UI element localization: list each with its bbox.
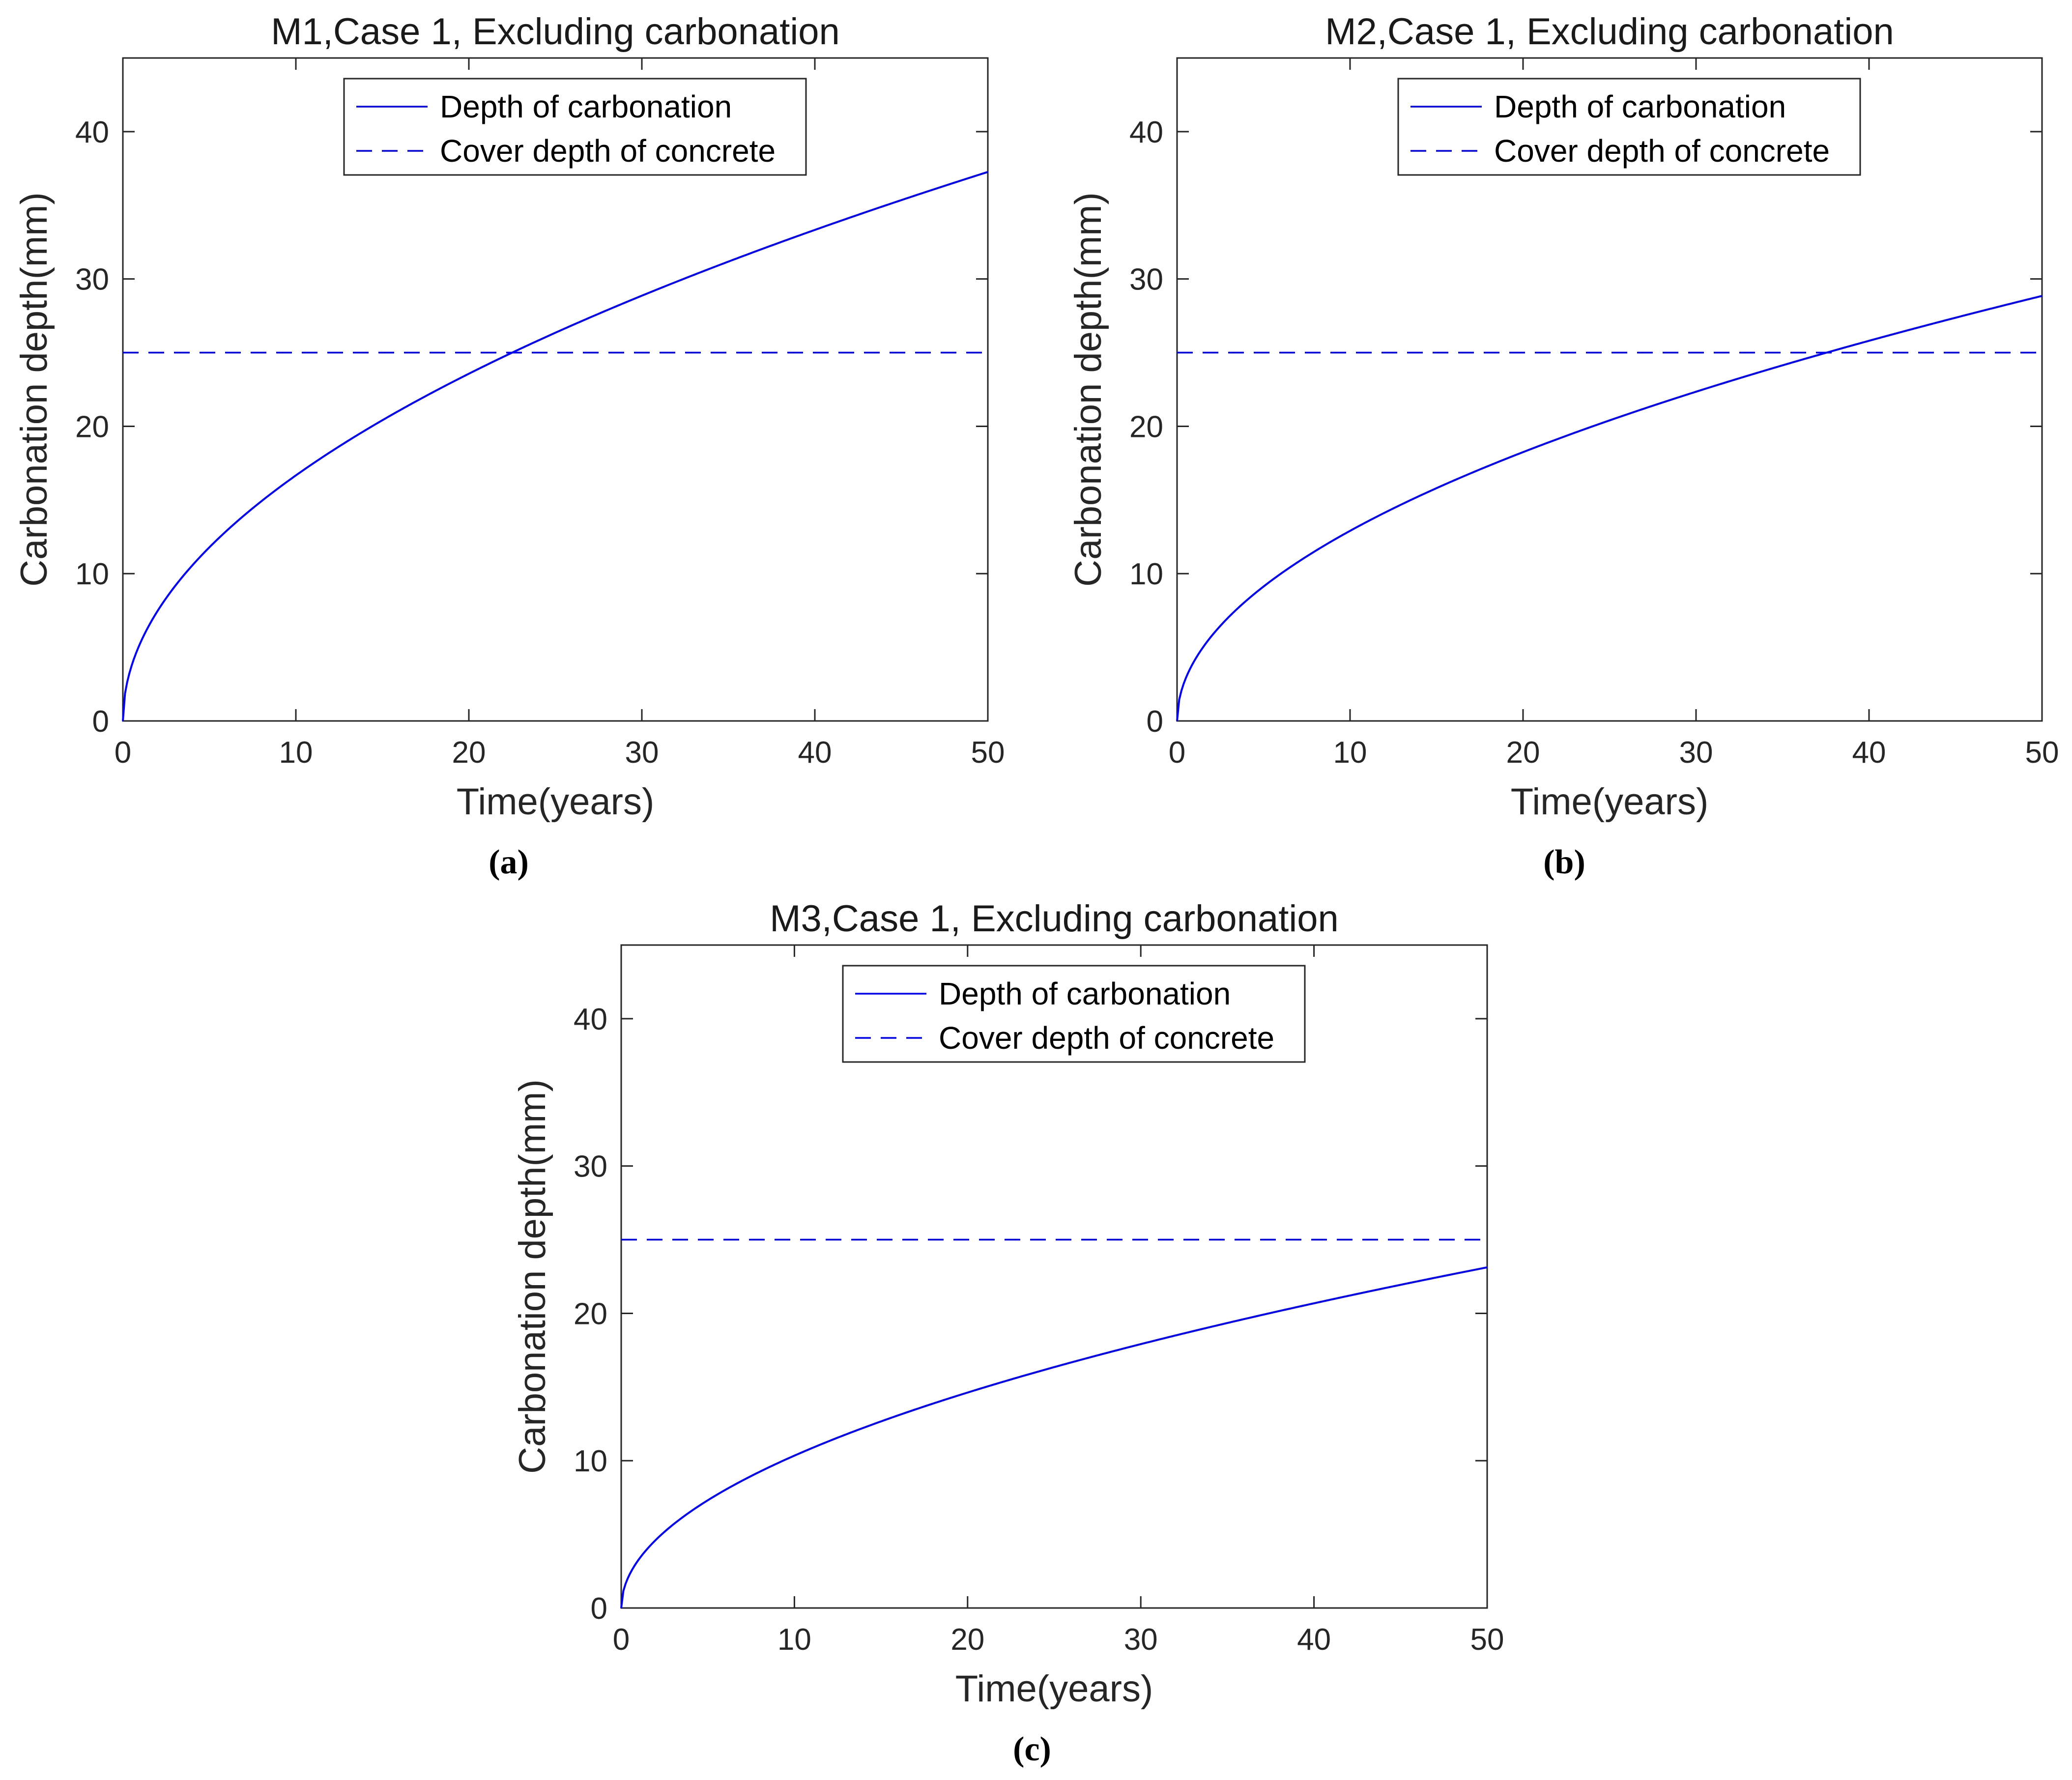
y-tick-label: 40 <box>75 115 109 149</box>
x-tick-label: 50 <box>971 736 1005 770</box>
legend: Depth of carbonation Cover depth of concr… <box>343 78 807 176</box>
x-tick-label: 40 <box>1852 736 1886 770</box>
y-tick-label: 30 <box>574 1150 607 1184</box>
y-tick-label: 10 <box>1129 557 1163 591</box>
legend-entry-label: Cover depth of concrete <box>440 133 776 169</box>
x-tick-label: 40 <box>798 736 832 770</box>
y-tick-label: 30 <box>75 263 109 297</box>
y-tick-label: 30 <box>1129 263 1163 297</box>
x-tick-label: 20 <box>1506 736 1540 770</box>
y-tick-label: 0 <box>1147 705 1163 739</box>
x-tick-label: 30 <box>1679 736 1713 770</box>
y-axis-label: Carbonation depth(mm) <box>13 192 55 587</box>
chart-panel-2: 0 10 20 30 40 50 0 10 20 30 40 M2,Case 1, Excluding… <box>1067 11 2059 881</box>
x-axis-label: Time(years) <box>457 781 655 823</box>
legend-entry-label: Depth of carbonation <box>939 976 1231 1011</box>
series-carbonation-line <box>122 171 988 721</box>
chart-panel-3: 0 10 20 30 40 50 0 10 20 30 40 M3,Case 1, Excluding… <box>512 898 1504 1768</box>
legend: Depth of carbonation Cover depth of concr… <box>1397 78 1861 176</box>
y-tick-label: 10 <box>574 1444 607 1478</box>
legend-entry-label: Cover depth of concrete <box>1494 133 1830 169</box>
chart-title: M3,Case 1, Excluding carbonation <box>770 898 1339 940</box>
panel-caption: (c) <box>1013 1730 1051 1768</box>
legend: Depth of carbonation Cover depth of concr… <box>842 965 1306 1063</box>
y-axis-label: Carbonation depth(mm) <box>512 1079 553 1474</box>
legend-box <box>842 965 1306 1063</box>
series-carbonation-line <box>620 1266 1488 1608</box>
x-tick-label: 30 <box>625 736 659 770</box>
y-tick-label: 10 <box>75 557 109 591</box>
y-tick-label: 20 <box>1129 410 1163 444</box>
y-tick-label: 0 <box>591 1592 607 1626</box>
y-tick-label: 40 <box>574 1003 607 1036</box>
y-tick-label: 40 <box>1129 115 1163 149</box>
legend-box <box>1397 78 1861 176</box>
y-tick-label: 20 <box>75 410 109 444</box>
x-tick-label: 10 <box>279 736 313 770</box>
x-axis-label: Time(years) <box>955 1668 1153 1710</box>
legend-entry-label: Depth of carbonation <box>440 89 732 124</box>
chart-title: M1,Case 1, Excluding carbonation <box>271 11 840 53</box>
x-tick-label: 50 <box>2025 736 2059 770</box>
x-tick-label: 40 <box>1297 1623 1331 1657</box>
legend-entry-label: Depth of carbonation <box>1494 89 1786 124</box>
x-tick-label: 50 <box>1470 1623 1504 1657</box>
x-tick-label: 30 <box>1124 1623 1158 1657</box>
x-tick-label: 20 <box>452 736 486 770</box>
x-tick-label: 10 <box>777 1623 811 1657</box>
chart-panel-1: 0 10 20 30 40 50 0 10 20 30 40 M1,Case 1, Excluding… <box>13 11 1005 881</box>
panel-caption: (b) <box>1543 843 1585 881</box>
y-tick-label: 20 <box>574 1297 607 1331</box>
legend-box <box>343 78 807 176</box>
x-tick-label: 0 <box>115 736 131 770</box>
panel-caption: (a) <box>489 843 529 881</box>
y-tick-label: 0 <box>92 705 109 739</box>
x-tick-label: 0 <box>613 1623 630 1657</box>
x-tick-label: 10 <box>1333 736 1367 770</box>
chart-title: M2,Case 1, Excluding carbonation <box>1325 11 1894 53</box>
x-tick-label: 20 <box>950 1623 984 1657</box>
series-carbonation-line <box>1176 295 2043 721</box>
y-axis-label: Carbonation depth(mm) <box>1067 192 1109 587</box>
legend-entry-label: Cover depth of concrete <box>939 1020 1274 1056</box>
x-axis-label: Time(years) <box>1511 781 1709 823</box>
x-tick-label: 0 <box>1169 736 1185 770</box>
